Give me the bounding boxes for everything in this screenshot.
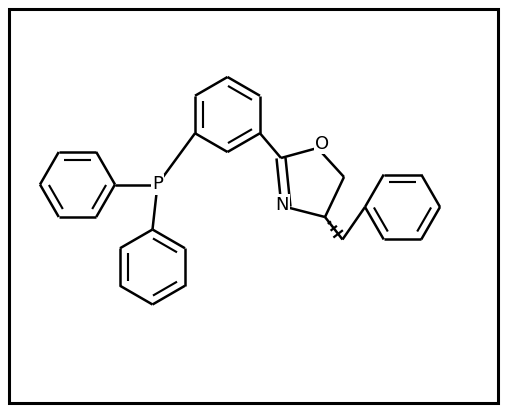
- Text: N: N: [275, 196, 289, 213]
- Text: P: P: [152, 176, 163, 194]
- Text: O: O: [315, 135, 330, 153]
